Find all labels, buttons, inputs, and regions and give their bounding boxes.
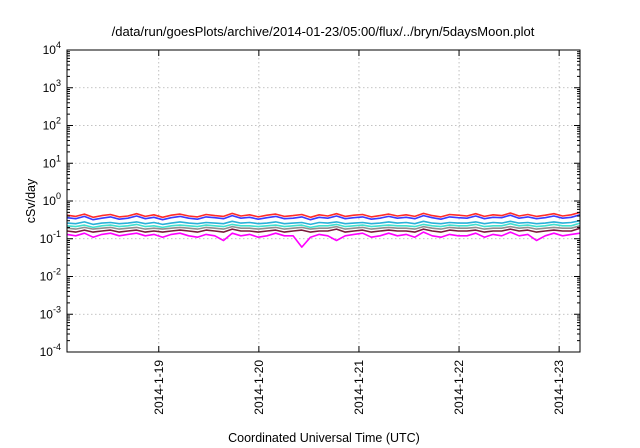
series-layer [66, 211, 581, 248]
y-axis-label: cSv/day [24, 178, 38, 223]
y-tick-label: 101 [43, 153, 61, 170]
y-tick-exponent: -1 [53, 229, 61, 239]
y-tick-base: 10 [43, 81, 57, 95]
y-tick-exponent: 1 [56, 153, 61, 163]
y-tick-base: 10 [43, 194, 57, 208]
series-line [66, 227, 581, 233]
y-tick-label: 102 [43, 116, 61, 133]
x-axis: 2014-1-19 2014-1-20 2014-1-21 2014-1-22 2014… [152, 50, 566, 415]
y-tick-label: 10-1 [40, 229, 61, 246]
y-tick-label: 100 [43, 191, 61, 208]
y-tick-label: 104 [43, 40, 61, 57]
x-tick-label: 2014-1-22 [452, 360, 466, 415]
y-tick-base: 10 [43, 119, 57, 133]
y-tick-exponent: -4 [53, 342, 61, 352]
y-tick-base: 10 [40, 270, 54, 284]
y-tick-exponent: -2 [53, 267, 61, 277]
y-tick-base: 10 [43, 43, 57, 57]
x-tick-label: 2014-1-21 [352, 360, 366, 415]
series-line [66, 214, 581, 221]
y-tick-exponent: 2 [56, 116, 61, 126]
y-tick-label: 10-4 [40, 342, 61, 359]
x-tick-label: 2014-1-19 [152, 360, 166, 415]
y-tick-label: 103 [43, 78, 61, 95]
y-tick-exponent: 0 [56, 191, 61, 201]
series-line [66, 225, 581, 230]
x-axis-label: Coordinated Universal Time (UTC) [228, 431, 420, 445]
y-tick-base: 10 [40, 345, 54, 359]
x-tick-label: 2014-1-23 [552, 360, 566, 415]
y-tick-exponent: 3 [56, 78, 61, 88]
y-tick-label: 10-3 [40, 304, 61, 321]
chart-title: /data/run/goesPlots/archive/2014-01-23/0… [112, 24, 535, 39]
x-tick-label: 2014-1-20 [252, 360, 266, 415]
series-line [66, 219, 581, 226]
y-tick-exponent: -3 [53, 304, 61, 314]
y-tick-exponent: 4 [56, 40, 61, 50]
y-tick-base: 10 [43, 156, 57, 170]
series-line [66, 222, 581, 229]
y-tick-base: 10 [40, 232, 54, 246]
y-tick-label: 10-2 [40, 267, 61, 284]
series-line [66, 211, 581, 219]
series-line [66, 231, 581, 248]
y-tick-base: 10 [40, 307, 54, 321]
grid [67, 50, 580, 352]
